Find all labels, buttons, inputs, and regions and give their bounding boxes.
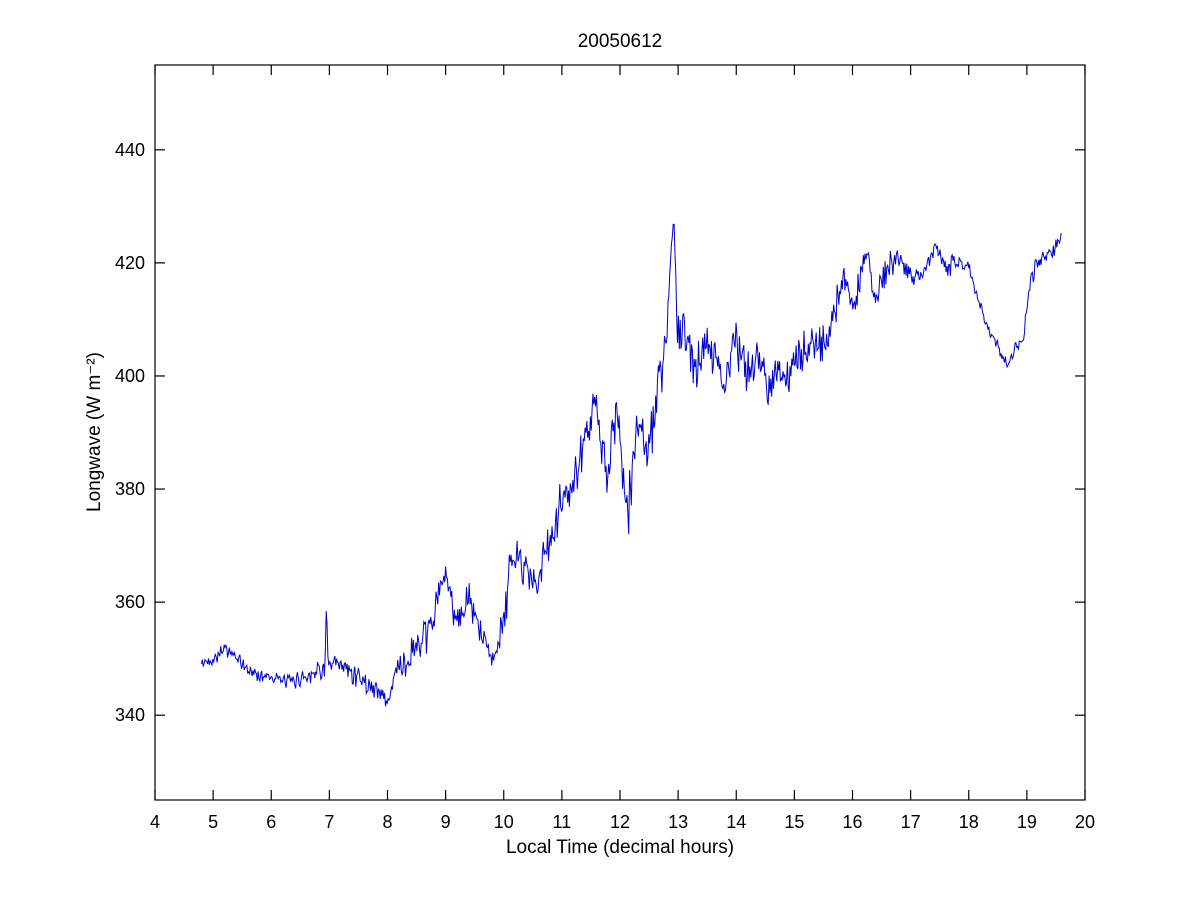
plot-area: 4 5 6 7 8 9 10 11 12 13 14 15 16 17 18 19 20 340 360 380 400…	[115, 64, 1095, 832]
x-tick-label: 4	[150, 812, 160, 832]
x-tick-label: 8	[382, 812, 392, 832]
y-tick-label: 440	[115, 140, 145, 160]
x-axis-label: Local Time (decimal hours)	[506, 837, 734, 858]
y-tick-label: 380	[115, 479, 145, 499]
x-tick-label: 18	[959, 812, 979, 832]
x-tick-label: 7	[324, 812, 334, 832]
x-tick-label: 5	[208, 812, 218, 832]
x-tick-label: 6	[266, 812, 276, 832]
x-tick-label: 16	[842, 812, 862, 832]
x-tick-label: 13	[668, 812, 688, 832]
y-tick-label: 400	[115, 366, 145, 386]
longwave-line	[201, 223, 1062, 707]
y-tick-label: 360	[115, 592, 145, 612]
x-tick-label: 20	[1075, 812, 1095, 832]
x-tick-label: 9	[441, 812, 451, 832]
x-tick-label: 11	[553, 812, 572, 832]
y-tick-label: 420	[115, 253, 145, 273]
y-tick-label: 340	[115, 705, 145, 725]
x-tick-label: 10	[494, 812, 514, 832]
y-axis-label: Longwave (W m⁻²)	[84, 352, 105, 512]
x-tick-label: 15	[784, 812, 804, 832]
chart-title: 20050612	[578, 31, 663, 52]
x-tick-label: 12	[610, 812, 630, 832]
x-tick-label: 17	[901, 812, 921, 832]
x-tick-label: 19	[1017, 812, 1037, 832]
x-tick-label: 14	[726, 812, 746, 832]
